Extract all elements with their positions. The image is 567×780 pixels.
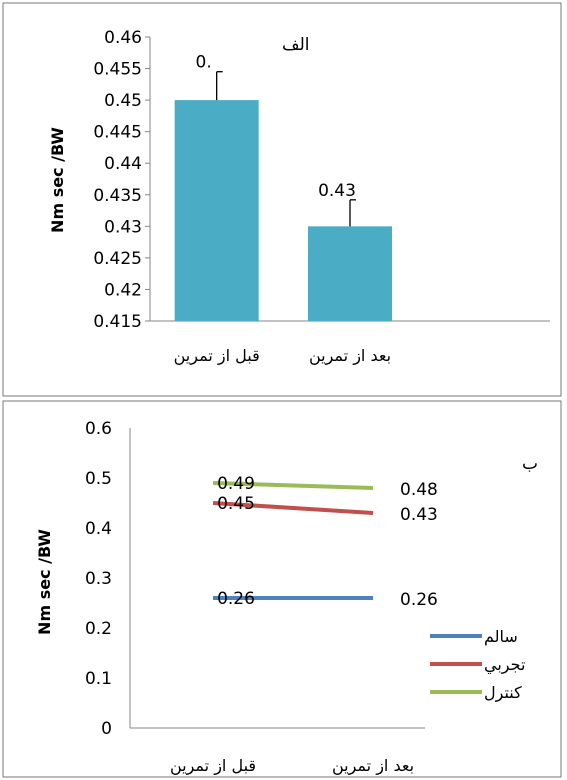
x-tick-label: قبل از تمرين — [170, 756, 256, 776]
y-tick-label: 0.44 — [104, 154, 142, 174]
bar-chart-panel-label: الف — [282, 35, 310, 55]
y-tick-label: 0.2 — [85, 619, 112, 639]
data-label: 0.26 — [217, 589, 255, 609]
data-label: 0.26 — [400, 590, 438, 610]
y-tick-label: 0.415 — [93, 312, 142, 332]
y-tick-label: 0.435 — [93, 186, 142, 206]
legend-entry: تجربي — [484, 655, 525, 675]
y-tick-label: 0.46 — [104, 28, 142, 48]
y-tick-label: 0.4 — [85, 519, 112, 539]
data-label: 0. — [196, 53, 212, 73]
y-tick-label: 0.42 — [104, 280, 142, 300]
data-label: 0.43 — [400, 505, 438, 525]
y-axis-label: Nm sec /BW — [48, 127, 67, 233]
bar — [174, 100, 259, 321]
y-tick-label: 0 — [101, 719, 112, 739]
y-tick-label: 0.1 — [85, 669, 112, 689]
y-tick-label: 0.3 — [85, 569, 112, 589]
data-label: 0.49 — [217, 474, 255, 494]
line-chart-panel-label: ب — [522, 454, 538, 474]
y-tick-label: 0.445 — [93, 123, 142, 143]
bar — [308, 226, 392, 321]
series-line — [212, 481, 374, 490]
y-axis-label: Nm sec /BW — [35, 529, 54, 635]
y-tick-label: 0.6 — [85, 419, 112, 439]
y-tick-label: 0.425 — [93, 249, 142, 269]
y-tick-label: 0.45 — [104, 91, 142, 111]
legend-entry: كنترل — [484, 683, 522, 703]
data-label: 0.43 — [318, 181, 356, 201]
y-tick-label: 0.43 — [104, 217, 142, 237]
bar-chart-panel: الف 0.46 0.455 0.45 0.445 0.44 0.435 0.43 0.425… — [2, 2, 562, 397]
y-tick-label: 0.5 — [85, 469, 112, 489]
data-label: 0.48 — [400, 480, 438, 500]
data-label: 0.45 — [217, 494, 255, 514]
x-tick-label: قبل از تمرين — [174, 346, 260, 366]
line-chart-panel: ب 0.6 0.5 0.4 0.3 0.2 0.1 0 Nm sec /BW قبل از تم… — [2, 400, 562, 778]
line-chart-frame — [2, 400, 562, 778]
series-line — [212, 501, 374, 515]
legend-entry: سالم — [484, 627, 518, 646]
x-tick-label: بعد از تمرين — [332, 756, 414, 776]
y-tick-label: 0.455 — [93, 60, 142, 80]
bar-chart-frame — [2, 2, 562, 397]
x-tick-label: بعد از تمرين — [309, 346, 391, 366]
